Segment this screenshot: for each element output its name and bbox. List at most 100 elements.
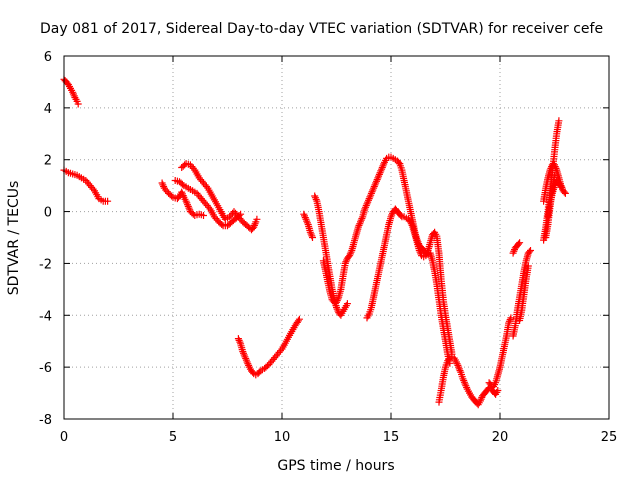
y-tick-label: -8 bbox=[39, 413, 52, 428]
data-point bbox=[515, 240, 522, 248]
data-point bbox=[178, 190, 186, 198]
data-point bbox=[525, 248, 533, 256]
data-point bbox=[184, 201, 191, 209]
data-point bbox=[200, 198, 208, 206]
data-point bbox=[551, 161, 558, 169]
x-tick-label: 0 bbox=[60, 430, 68, 445]
data-point bbox=[184, 202, 192, 210]
data-point bbox=[373, 177, 380, 185]
data-point bbox=[561, 189, 569, 197]
data-point bbox=[365, 195, 373, 203]
data-point bbox=[507, 314, 515, 322]
data-point bbox=[355, 221, 363, 229]
data-point bbox=[407, 220, 415, 228]
x-tick-label: 5 bbox=[169, 430, 177, 445]
data-point bbox=[104, 197, 112, 205]
data-point bbox=[560, 188, 568, 196]
data-point bbox=[185, 204, 193, 212]
x-tick-label: 10 bbox=[274, 430, 291, 445]
data-point bbox=[250, 223, 258, 231]
data-point bbox=[245, 361, 253, 369]
data-point bbox=[397, 212, 405, 219]
data-point bbox=[557, 183, 565, 191]
data-point bbox=[311, 192, 319, 200]
data-point bbox=[294, 317, 302, 325]
plot-frame bbox=[63, 55, 610, 420]
data-point bbox=[408, 221, 416, 229]
data-point bbox=[159, 181, 167, 189]
data-point bbox=[370, 183, 378, 190]
data-point bbox=[179, 192, 187, 200]
x-tick-label: 15 bbox=[383, 430, 400, 445]
y-tick-label: 2 bbox=[44, 154, 52, 169]
data-point bbox=[236, 338, 244, 346]
data-point bbox=[524, 262, 532, 270]
data-point bbox=[242, 355, 250, 362]
data-point bbox=[253, 215, 261, 223]
data-point bbox=[312, 196, 320, 203]
data-point bbox=[555, 117, 563, 125]
data-point bbox=[365, 196, 372, 204]
data-point bbox=[372, 179, 380, 187]
data-point bbox=[459, 375, 467, 383]
data-point bbox=[182, 197, 190, 205]
data-point bbox=[341, 259, 349, 267]
data-point bbox=[343, 300, 351, 308]
data-point bbox=[463, 384, 471, 391]
data-point bbox=[178, 180, 186, 188]
data-point bbox=[240, 349, 247, 357]
data-points bbox=[60, 75, 569, 409]
data-point bbox=[250, 221, 258, 229]
data-point bbox=[506, 316, 514, 324]
data-point bbox=[505, 317, 513, 325]
data-point bbox=[243, 358, 251, 366]
data-point bbox=[368, 188, 376, 196]
data-point bbox=[74, 100, 82, 108]
y-tick-label: -4 bbox=[39, 309, 52, 324]
data-point bbox=[378, 165, 386, 173]
grid-lines bbox=[64, 56, 609, 419]
x-tick-labels: 0 5 10 15 20 25 bbox=[60, 430, 617, 445]
data-point bbox=[415, 247, 423, 254]
data-point bbox=[461, 380, 469, 388]
data-point bbox=[307, 230, 315, 238]
y-tick-label: 0 bbox=[44, 206, 52, 221]
data-point bbox=[378, 164, 386, 171]
data-point bbox=[357, 216, 365, 224]
data-point bbox=[516, 239, 524, 247]
x-tick-label: 20 bbox=[492, 430, 509, 445]
y-tick-labels: -8 -6 -4 -2 0 2 4 6 bbox=[39, 50, 52, 428]
data-point bbox=[189, 164, 197, 172]
data-point bbox=[452, 358, 460, 366]
data-point bbox=[456, 367, 464, 375]
data-point bbox=[460, 378, 468, 386]
data-point bbox=[347, 248, 355, 256]
data-point bbox=[477, 395, 485, 403]
data-point bbox=[303, 217, 311, 225]
data-point bbox=[333, 298, 340, 306]
data-point bbox=[453, 360, 461, 368]
data-point bbox=[300, 210, 308, 218]
data-point bbox=[342, 258, 350, 266]
data-point bbox=[363, 200, 371, 208]
data-point bbox=[361, 205, 369, 213]
data-point bbox=[366, 193, 374, 201]
data-point bbox=[510, 247, 518, 255]
data-point bbox=[380, 160, 388, 168]
data-point bbox=[346, 250, 354, 258]
data-point bbox=[546, 166, 554, 174]
data-point bbox=[239, 348, 247, 356]
data-point bbox=[70, 92, 78, 100]
data-point bbox=[388, 211, 396, 219]
data-point bbox=[375, 170, 383, 178]
data-point bbox=[358, 215, 366, 222]
data-point bbox=[69, 88, 77, 96]
data-point bbox=[308, 232, 316, 240]
data-point bbox=[205, 203, 213, 211]
data-point bbox=[303, 219, 311, 227]
data-point bbox=[277, 347, 284, 355]
x-tick-label: 25 bbox=[601, 430, 618, 445]
data-point bbox=[423, 250, 431, 258]
data-point bbox=[367, 189, 375, 197]
